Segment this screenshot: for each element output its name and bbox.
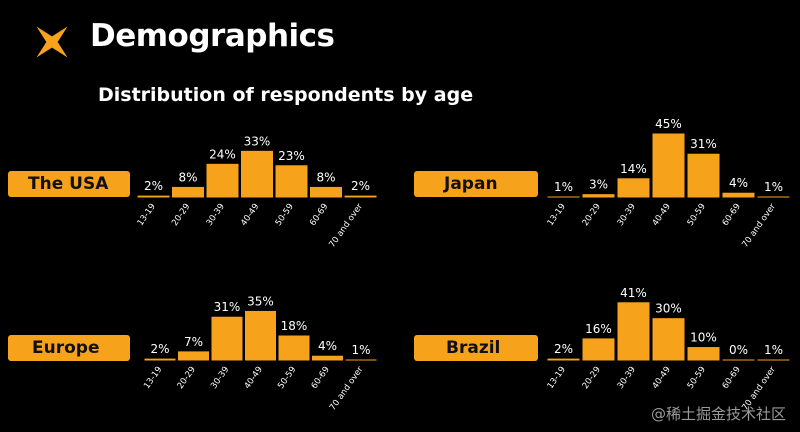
value-label: 1% bbox=[764, 180, 783, 194]
value-label: 3% bbox=[589, 178, 608, 192]
value-label: 16% bbox=[585, 322, 612, 336]
value-label: 0% bbox=[729, 343, 748, 357]
bar bbox=[244, 309, 277, 362]
region-label-europe: Europe bbox=[8, 335, 130, 361]
value-label: 33% bbox=[244, 134, 271, 148]
bar bbox=[343, 194, 378, 199]
bar bbox=[546, 195, 581, 199]
value-label: 4% bbox=[729, 176, 748, 190]
bar bbox=[309, 185, 343, 199]
bar bbox=[756, 358, 791, 362]
bar bbox=[546, 357, 581, 362]
value-label: 2% bbox=[150, 342, 169, 356]
category-label: 20-29 bbox=[176, 365, 198, 391]
value-label: 18% bbox=[281, 319, 308, 333]
bar bbox=[344, 358, 378, 362]
category-label: 50-59 bbox=[274, 202, 296, 228]
value-label: 1% bbox=[351, 343, 370, 357]
watermark: @稀土掘金技术社区 bbox=[650, 405, 786, 423]
category-label: 70 and over bbox=[327, 202, 365, 250]
category-label: 50-59 bbox=[686, 202, 708, 228]
category-label: 20-29 bbox=[581, 202, 603, 228]
bar bbox=[277, 334, 311, 362]
category-label: 13-19 bbox=[136, 202, 158, 228]
value-label: 2% bbox=[554, 342, 573, 356]
category-label: 30-39 bbox=[616, 365, 638, 391]
chart-2: 2% 13-19 7% 20-29 31% 30-39 35% 40-49 18% 50-59 4%… bbox=[142, 294, 378, 413]
bar bbox=[616, 301, 651, 362]
category-label: 60-69 bbox=[308, 202, 330, 228]
value-label: 4% bbox=[318, 339, 337, 353]
bar bbox=[274, 164, 309, 199]
value-label: 35% bbox=[247, 294, 274, 308]
category-label: 40-49 bbox=[651, 202, 673, 228]
chart-3: 2% 13-19 16% 20-29 41% 30-39 30% 40-49 10% 50-59 0… bbox=[546, 286, 791, 413]
bar bbox=[616, 177, 651, 199]
category-label: 30-39 bbox=[209, 365, 231, 391]
category-label: 30-39 bbox=[616, 202, 638, 228]
category-label: 20-29 bbox=[581, 365, 603, 391]
bar bbox=[651, 132, 686, 199]
value-label: 24% bbox=[209, 147, 236, 161]
category-label: 70 and over bbox=[740, 202, 778, 250]
category-label: 20-29 bbox=[170, 202, 192, 228]
value-label: 41% bbox=[620, 286, 647, 300]
bar bbox=[177, 350, 210, 362]
bar bbox=[311, 354, 344, 362]
bar bbox=[581, 193, 616, 199]
value-label: 31% bbox=[690, 137, 717, 151]
bar bbox=[581, 337, 616, 362]
value-label: 7% bbox=[184, 335, 203, 349]
chart-0: 2% 13-19 8% 20-29 24% 30-39 33% 40-49 23% 50-59 8%… bbox=[136, 134, 378, 250]
bar bbox=[686, 346, 721, 362]
category-label: 70 and over bbox=[328, 365, 366, 413]
bar bbox=[136, 194, 171, 199]
chart-1: 1% 13-19 3% 20-29 14% 30-39 45% 40-49 31% 50-59 4%… bbox=[546, 117, 791, 250]
bar bbox=[240, 149, 274, 199]
category-label: 30-39 bbox=[205, 202, 227, 228]
bar bbox=[756, 195, 791, 199]
category-label: 40-49 bbox=[239, 202, 261, 228]
bar bbox=[143, 357, 177, 362]
bar bbox=[686, 152, 721, 199]
value-label: 45% bbox=[655, 117, 682, 131]
region-label-brazil: Brazil bbox=[414, 335, 538, 361]
value-label: 30% bbox=[655, 302, 682, 316]
value-label: 2% bbox=[144, 179, 163, 193]
value-label: 8% bbox=[178, 170, 197, 184]
bar bbox=[205, 162, 240, 199]
category-label: 40-49 bbox=[243, 365, 265, 391]
category-label: 13-19 bbox=[546, 202, 568, 228]
category-label: 13-19 bbox=[142, 365, 164, 391]
value-label: 1% bbox=[554, 180, 573, 194]
sparkle-star-icon bbox=[36, 26, 68, 58]
category-label: 50-59 bbox=[276, 365, 298, 391]
bar bbox=[721, 358, 756, 362]
value-label: 1% bbox=[764, 343, 783, 357]
bar bbox=[210, 315, 244, 362]
value-label: 14% bbox=[620, 162, 647, 176]
value-label: 23% bbox=[278, 149, 305, 163]
category-label: 40-49 bbox=[651, 365, 673, 391]
category-label: 60-69 bbox=[721, 202, 743, 228]
category-label: 60-69 bbox=[721, 365, 743, 391]
page-title: Demographics bbox=[90, 18, 335, 54]
value-label: 31% bbox=[214, 300, 241, 314]
region-label-japan: Japan bbox=[414, 171, 538, 197]
region-label-usa: The USA bbox=[8, 171, 130, 197]
value-label: 2% bbox=[351, 179, 370, 193]
chart-subtitle: Distribution of respondents by age bbox=[98, 84, 474, 106]
value-label: 8% bbox=[316, 170, 335, 184]
value-label: 10% bbox=[690, 331, 717, 345]
bar bbox=[171, 185, 205, 199]
bar bbox=[721, 191, 756, 199]
bar bbox=[651, 317, 686, 362]
category-label: 13-19 bbox=[546, 365, 568, 391]
category-label: 60-69 bbox=[310, 365, 332, 391]
category-label: 50-59 bbox=[686, 365, 708, 391]
